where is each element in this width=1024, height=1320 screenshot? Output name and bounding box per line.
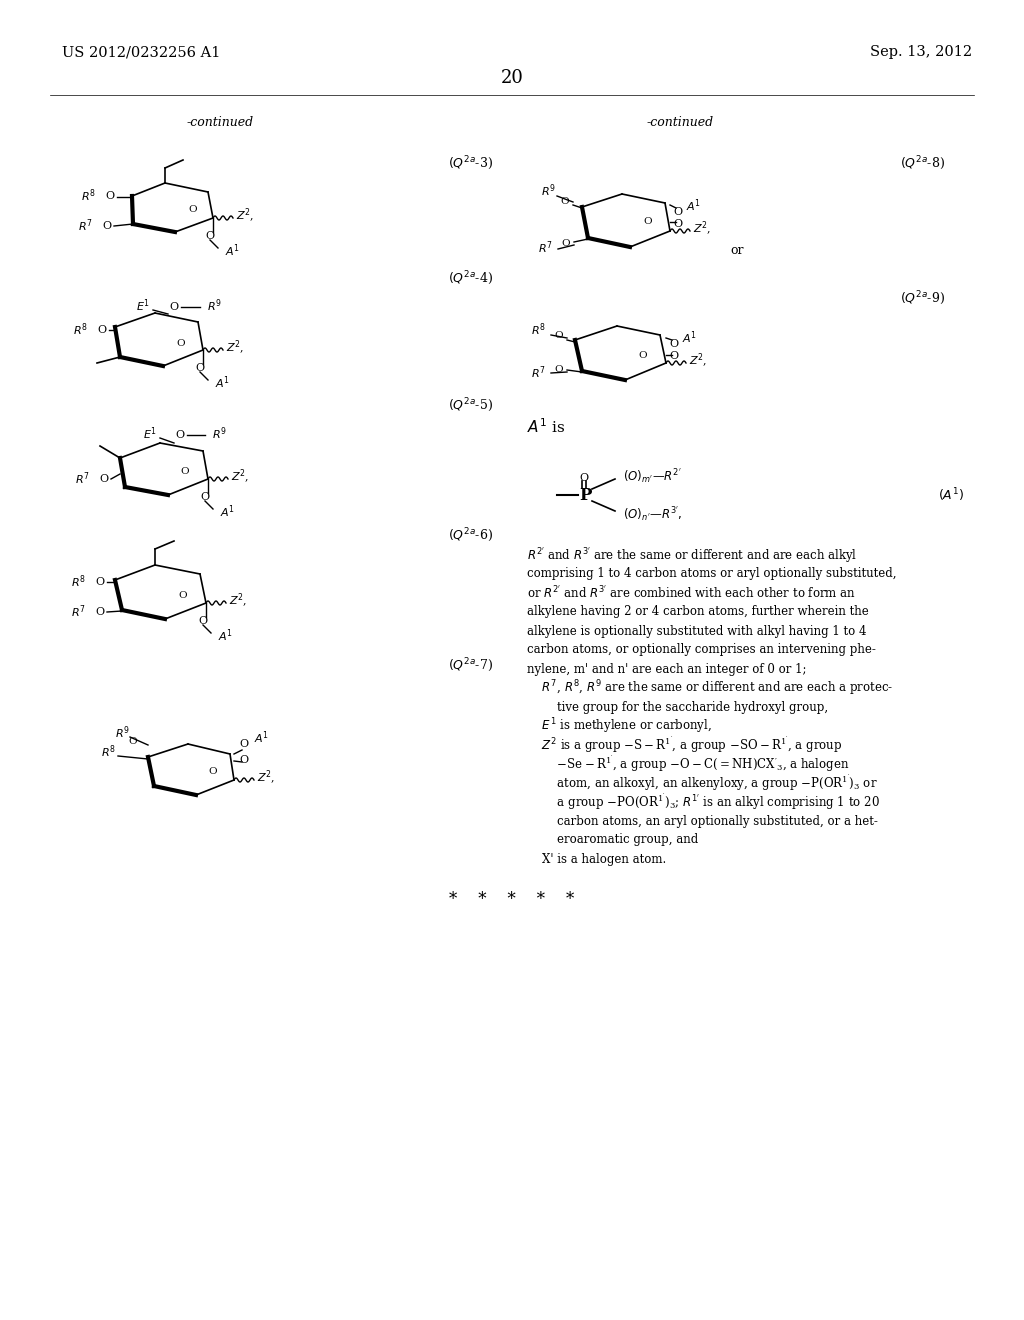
Text: $R^8$: $R^8$ <box>100 743 116 760</box>
Text: O: O <box>555 330 563 339</box>
Text: $A^1$: $A^1$ <box>254 730 269 746</box>
Text: $Z^2$,: $Z^2$, <box>257 770 275 787</box>
Text: O: O <box>670 339 679 348</box>
Text: O: O <box>580 473 589 483</box>
Text: $E^1$: $E^1$ <box>143 425 157 442</box>
Text: -continued: -continued <box>186 116 254 128</box>
Text: alkylene is optionally substituted with alkyl having 1 to 4: alkylene is optionally substituted with … <box>527 624 866 638</box>
Text: $R^9$: $R^9$ <box>207 298 222 314</box>
Text: $R^7$: $R^7$ <box>538 240 552 256</box>
Text: O: O <box>555 366 563 375</box>
Text: $R^9$: $R^9$ <box>115 725 129 742</box>
Text: $Z^2$,: $Z^2$, <box>226 339 245 358</box>
Text: O: O <box>95 607 104 616</box>
Text: $R^9$: $R^9$ <box>541 182 555 199</box>
Text: $\mathregular{-Se-R^{1'}}$, a group $\mathregular{-O-C(=NH)CX'_3}$, a halogen: $\mathregular{-Se-R^{1'}}$, a group $\ma… <box>527 754 849 774</box>
Text: $R^{2'}$ and $R^{3'}$ are the same or different and are each alkyl: $R^{2'}$ and $R^{3'}$ are the same or di… <box>527 545 857 565</box>
Text: O: O <box>561 198 569 206</box>
Text: $Z^2$,: $Z^2$, <box>689 352 708 370</box>
Text: O: O <box>206 231 215 242</box>
Text: or $R^{2'}$ and $R^{3'}$ are combined with each other to form an: or $R^{2'}$ and $R^{3'}$ are combined wi… <box>527 585 856 601</box>
Text: O: O <box>175 430 184 440</box>
Text: O: O <box>644 218 652 227</box>
Text: O: O <box>562 239 570 248</box>
Text: $E^1$: $E^1$ <box>136 298 151 314</box>
Text: O: O <box>105 191 115 201</box>
Text: $Z^2$,: $Z^2$, <box>693 220 712 238</box>
Text: a group $\mathregular{-PO(OR^{1'})_3}$; $R^{1'}$ is an alkyl comprising 1 to 20: a group $\mathregular{-PO(OR^{1'})_3}$; … <box>527 792 880 812</box>
Text: $(Q^{2a}$-8): $(Q^{2a}$-8) <box>900 154 945 172</box>
Text: or: or <box>730 243 743 256</box>
Text: $R^8$: $R^8$ <box>71 574 85 590</box>
Text: tive group for the saccharide hydroxyl group,: tive group for the saccharide hydroxyl g… <box>527 701 828 714</box>
Text: O: O <box>639 351 647 359</box>
Text: O: O <box>670 351 679 360</box>
Text: $R^7$: $R^7$ <box>530 364 546 381</box>
Text: carbon atoms, an aryl optionally substituted, or a het-: carbon atoms, an aryl optionally substit… <box>527 814 878 828</box>
Text: O: O <box>178 590 187 599</box>
Text: $A^1$: $A^1$ <box>682 330 697 346</box>
Text: $Z^2$,: $Z^2$, <box>229 591 247 610</box>
Text: $R^7$: $R^7$ <box>78 218 92 235</box>
Text: nylene, m' and n' are each an integer of 0 or 1;: nylene, m' and n' are each an integer of… <box>527 663 807 676</box>
Text: $(Q^{2a}$-7): $(Q^{2a}$-7) <box>449 656 493 673</box>
Text: O: O <box>180 466 189 475</box>
Text: O: O <box>95 577 104 587</box>
Text: O: O <box>97 325 106 335</box>
Text: $A^1$: $A^1$ <box>220 504 236 520</box>
Text: O: O <box>199 616 208 626</box>
Text: $R^9$: $R^9$ <box>212 425 227 442</box>
Text: $R^7$: $R^7$ <box>71 603 85 620</box>
Text: O: O <box>188 206 198 214</box>
Text: $A^1$: $A^1$ <box>218 628 233 644</box>
Text: $R^8$: $R^8$ <box>81 187 95 205</box>
Text: $E^1$ is methylene or carbonyl,: $E^1$ is methylene or carbonyl, <box>527 717 712 735</box>
Text: O: O <box>196 363 205 374</box>
Text: $R^7$, $R^8$, $R^9$ are the same or different and are each a protec-: $R^7$, $R^8$, $R^9$ are the same or diff… <box>527 678 893 698</box>
Text: *    *    *    *    *: * * * * * <box>450 891 574 908</box>
Text: O: O <box>102 220 112 231</box>
Text: eroaromatic group, and: eroaromatic group, and <box>527 833 698 846</box>
Text: $(Q^{2a}$-9): $(Q^{2a}$-9) <box>900 289 945 306</box>
Text: $Z^2$ is a group $\mathregular{-S-R^{1'}}$, a group $\mathregular{-SO-R^{1'}}$, : $Z^2$ is a group $\mathregular{-S-R^{1'}… <box>527 735 843 755</box>
Text: $A^1$: $A^1$ <box>215 375 230 391</box>
Text: US 2012/0232256 A1: US 2012/0232256 A1 <box>62 45 220 59</box>
Text: $(O)_{n'}—R^{3'},$: $(O)_{n'}—R^{3'},$ <box>623 504 682 523</box>
Text: $A^1$ is: $A^1$ is <box>527 417 565 437</box>
Text: O: O <box>209 767 217 776</box>
Text: 20: 20 <box>501 69 523 87</box>
Text: $A^1$: $A^1$ <box>686 198 701 214</box>
Text: $R^7$: $R^7$ <box>75 471 89 487</box>
Text: $A^1$: $A^1$ <box>225 243 241 259</box>
Text: O: O <box>201 492 210 502</box>
Text: $(Q^{2a}$-3): $(Q^{2a}$-3) <box>449 154 493 172</box>
Text: O: O <box>240 739 249 748</box>
Text: O: O <box>674 219 683 228</box>
Text: carbon atoms, or optionally comprises an intervening phe-: carbon atoms, or optionally comprises an… <box>527 644 876 656</box>
Text: $(Q^{2a}$-5): $(Q^{2a}$-5) <box>449 396 493 414</box>
Text: $(O)_{m'}—R^{2'}$: $(O)_{m'}—R^{2'}$ <box>623 467 682 486</box>
Text: $R^8$: $R^8$ <box>530 322 546 338</box>
Text: $(Q^{2a}$-6): $(Q^{2a}$-6) <box>449 527 493 544</box>
Text: $Z^2$,: $Z^2$, <box>231 467 249 486</box>
Text: -continued: -continued <box>646 116 714 128</box>
Text: Sep. 13, 2012: Sep. 13, 2012 <box>870 45 972 59</box>
Text: comprising 1 to 4 carbon atoms or aryl optionally substituted,: comprising 1 to 4 carbon atoms or aryl o… <box>527 568 896 581</box>
Text: $(A^1)$: $(A^1)$ <box>938 486 964 504</box>
Text: O: O <box>674 207 683 216</box>
Text: P: P <box>579 487 591 503</box>
Text: $R^8$: $R^8$ <box>73 322 87 338</box>
Text: O: O <box>129 738 137 747</box>
Text: $Z^2$,: $Z^2$, <box>236 207 254 226</box>
Text: X' is a halogen atom.: X' is a halogen atom. <box>527 853 667 866</box>
Text: alkylene having 2 or 4 carbon atoms, further wherein the: alkylene having 2 or 4 carbon atoms, fur… <box>527 606 868 619</box>
Text: $(Q^{2a}$-4): $(Q^{2a}$-4) <box>449 269 493 286</box>
Text: O: O <box>99 474 109 484</box>
Text: O: O <box>169 302 178 312</box>
Text: atom, an alkoxyl, an alkenyloxy, a group $\mathregular{-P(OR^{1'})_3}$ or: atom, an alkoxyl, an alkenyloxy, a group… <box>527 774 878 793</box>
Text: O: O <box>177 338 185 347</box>
Text: O: O <box>240 755 249 766</box>
